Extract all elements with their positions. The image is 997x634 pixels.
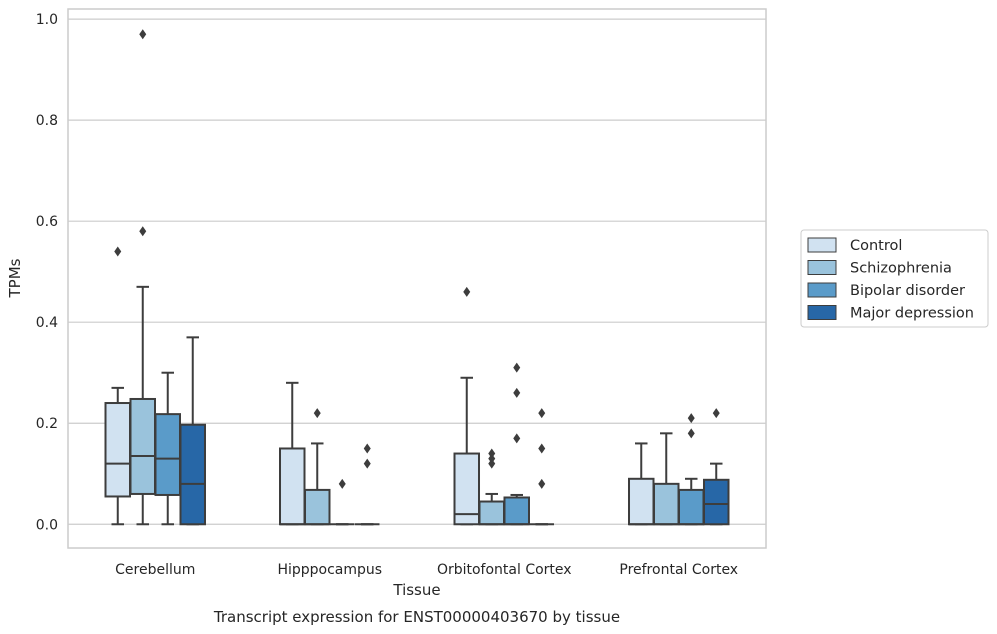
chart-title: Transcript expression for ENST0000040367… (213, 608, 620, 626)
outlier-point (538, 408, 546, 419)
legend-frame (800, 229, 989, 328)
box-iqr (304, 488, 331, 526)
box-iqr (129, 397, 157, 495)
outlier-point (513, 362, 521, 373)
legend-label: Major depression (850, 306, 974, 322)
box-bipolar-disorder (503, 362, 530, 526)
outlier-point (463, 286, 471, 297)
box-iqr (628, 477, 655, 526)
outlier-point (687, 428, 695, 439)
y-tick-labels: 0.0 0.2 0.4 0.6 0.8 1.0 (36, 12, 58, 533)
x-tick-label: Cerebellum (115, 562, 195, 578)
x-tick-label: Hipppocampus (277, 562, 382, 578)
outlier-point (538, 478, 546, 489)
outlier-point (363, 443, 371, 454)
outlier-point (139, 226, 147, 237)
outlier-point (538, 443, 546, 454)
outlier-point (313, 408, 321, 419)
box-iqr (702, 478, 730, 526)
box-schizophrenia (129, 29, 157, 526)
outlier-point (687, 413, 695, 424)
box-schizophrenia (653, 432, 680, 526)
box-iqr (478, 500, 506, 526)
box-iqr (179, 423, 206, 526)
box-bipolar-disorder (154, 371, 181, 526)
x-tick-label: Prefrontal Cortex (619, 562, 738, 578)
legend: Control Schizophrenia Bipolar disorder Majo… (800, 229, 989, 328)
outlier-point (363, 458, 371, 469)
box-iqr (503, 496, 530, 526)
box-series (104, 29, 730, 526)
box-bipolar-disorder (329, 478, 355, 526)
y-tick-label: 0.6 (36, 214, 58, 230)
box-schizophrenia (478, 448, 506, 526)
outlier-point (114, 246, 122, 257)
box-major-depression (702, 408, 730, 526)
x-axis-label: Tissue (392, 581, 440, 599)
plot-frame (67, 8, 767, 549)
box-iqr (453, 452, 481, 526)
box-iqr (154, 413, 181, 496)
box-schizophrenia (304, 408, 331, 526)
box-control (628, 442, 655, 526)
box-major-depression (529, 408, 554, 526)
box-iqr (653, 482, 680, 526)
y-tick-label: 1.0 (36, 12, 58, 28)
box-control (279, 381, 306, 526)
box-iqr (678, 488, 705, 526)
outlier-point (338, 478, 346, 489)
outlier-point (488, 448, 496, 459)
box-major-depression (179, 336, 206, 526)
box-iqr (279, 447, 306, 526)
outlier-point (488, 458, 496, 469)
outlier-point (513, 433, 521, 444)
box-major-depression (354, 443, 380, 526)
y-axis-label: TPMs (6, 258, 24, 298)
x-tick-labels: Cerebellum Hipppocampus Orbitofontal Corte… (115, 562, 738, 578)
box-iqr (104, 402, 132, 498)
outlier-point (712, 408, 720, 419)
box-control (453, 286, 481, 526)
legend-label: Bipolar disorder (850, 283, 965, 299)
legend-swatch (807, 237, 837, 253)
outlier-point (139, 29, 147, 40)
legend-label: Schizophrenia (850, 261, 952, 277)
box-bipolar-disorder (678, 413, 705, 526)
box-control (104, 246, 132, 526)
y-tick-label: 0.4 (36, 315, 58, 331)
y-tick-label: 0.0 (36, 517, 58, 533)
legend-label: Control (850, 238, 902, 254)
outlier-point (488, 453, 496, 464)
y-tick-label: 0.2 (36, 416, 58, 432)
y-tick-label: 0.8 (36, 113, 58, 129)
legend-swatch (807, 260, 837, 275)
legend-swatch (807, 282, 837, 298)
outlier-point (513, 387, 521, 398)
legend-swatch (807, 305, 837, 320)
x-tick-label: Orbitofontal Cortex (437, 562, 572, 578)
